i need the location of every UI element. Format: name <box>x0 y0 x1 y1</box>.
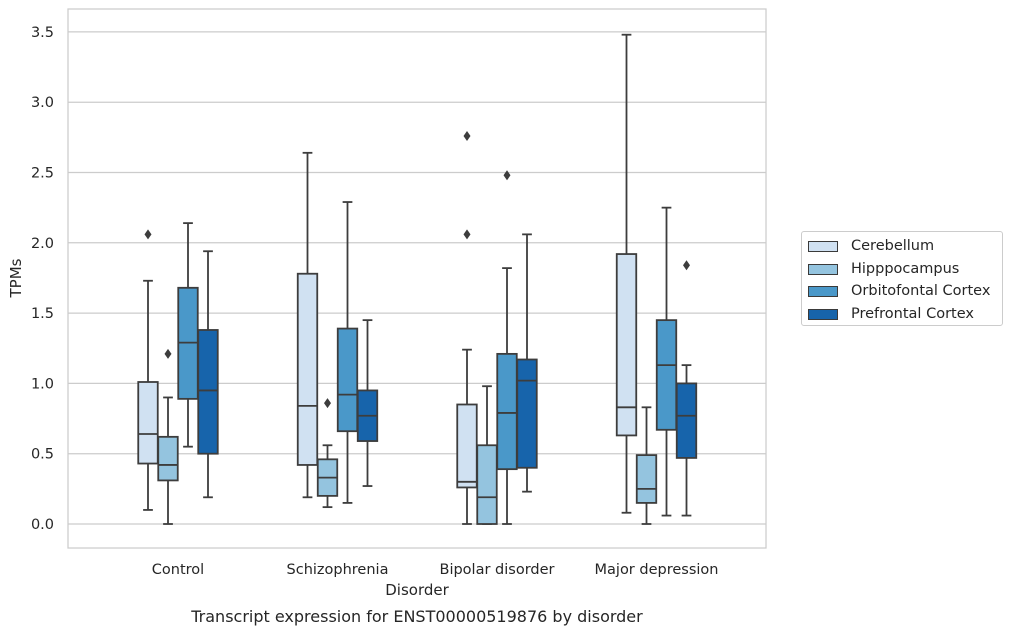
legend-item: Hipppocampus <box>802 259 1002 282</box>
outlier-marker <box>683 260 690 271</box>
legend-label: Orbitofontal Cortex <box>851 283 991 299</box>
box-hipppocampus <box>635 406 658 525</box>
outlier-marker <box>144 229 152 240</box>
iqr-box <box>635 454 658 504</box>
legend-swatch <box>808 241 838 252</box>
outlier-marker <box>324 398 331 409</box>
box-cerebellum <box>456 130 478 525</box>
legend: Cerebellum Hipppocampus Orbitofontal Corte… <box>801 231 1003 326</box>
iqr-box <box>157 435 179 482</box>
x-tick-label: Major depression <box>595 562 719 578</box>
box-orbitofontal-cortex <box>655 206 678 517</box>
box-hipppocampus <box>476 385 498 525</box>
x-tick-label: Bipolar disorder <box>440 562 555 578</box>
chart-caption: Transcript expression for ENST0000051987… <box>190 607 643 626</box>
iqr-box <box>476 444 498 525</box>
legend-swatch <box>808 263 838 275</box>
iqr-box <box>516 358 538 469</box>
y-axis-label: TPMs <box>7 258 25 298</box>
iqr-box <box>496 352 518 471</box>
x-tick-label: Schizophrenia <box>287 562 389 578</box>
y-tick-label: 3.5 <box>31 25 54 41</box>
box-orbitofontal-cortex <box>177 222 199 448</box>
box-prefrontal-cortex <box>356 319 379 487</box>
legend-item: Orbitofontal Cortex <box>802 281 1002 304</box>
iqr-box <box>456 403 478 489</box>
box-orbitofontal-cortex <box>336 201 359 504</box>
box-cerebellum <box>615 33 638 514</box>
legend-label: Cerebellum <box>851 238 935 254</box>
y-tick-label: 3.0 <box>31 95 54 111</box>
y-tick-label: 0.5 <box>31 447 54 463</box>
x-axis-label: Disorder <box>385 581 449 599</box>
iqr-box <box>655 319 678 431</box>
x-tick-label: Control <box>152 562 204 578</box>
y-tick-label: 2.0 <box>31 236 54 252</box>
box-hipppocampus <box>157 348 179 525</box>
legend-label: Prefrontal Cortex <box>851 305 974 322</box>
outlier-marker <box>164 348 172 359</box>
iqr-box <box>675 382 698 459</box>
box-layer <box>137 33 698 525</box>
legend-swatch <box>808 308 838 320</box>
box-cerebellum <box>296 151 319 499</box>
box-hipppocampus <box>316 398 339 509</box>
iqr-box <box>336 327 359 433</box>
box-prefrontal-cortex <box>197 250 219 499</box>
outlier-marker <box>503 170 511 181</box>
y-tick-label: 0.0 <box>31 517 54 533</box>
legend-item: Cerebellum <box>802 236 1002 259</box>
outlier-marker <box>463 229 471 240</box>
legend-label: Hipppocampus <box>851 260 960 277</box>
legend-item: Prefrontal Cortex <box>802 304 1002 327</box>
iqr-box <box>137 381 159 465</box>
y-tick-label: 1.5 <box>31 306 54 322</box>
y-tick-label: 1.0 <box>31 376 54 392</box>
iqr-box <box>615 253 638 437</box>
x-tick-labels: Control Schizophrenia Bipolar disorder Majo… <box>152 562 719 578</box>
iqr-box <box>197 329 219 455</box>
iqr-box <box>296 272 319 466</box>
plot-frame <box>67 8 767 549</box>
box-cerebellum <box>137 229 159 511</box>
y-tick-labels: 0.0 0.5 1.0 1.5 2.0 2.5 3.0 3.5 <box>31 25 54 533</box>
box-orbitofontal-cortex <box>496 170 518 525</box>
outlier-marker <box>463 130 471 141</box>
y-tick-label: 2.5 <box>31 166 54 182</box>
box-prefrontal-cortex <box>516 233 538 493</box>
box-prefrontal-cortex <box>675 260 698 517</box>
legend-swatch <box>808 286 838 297</box>
